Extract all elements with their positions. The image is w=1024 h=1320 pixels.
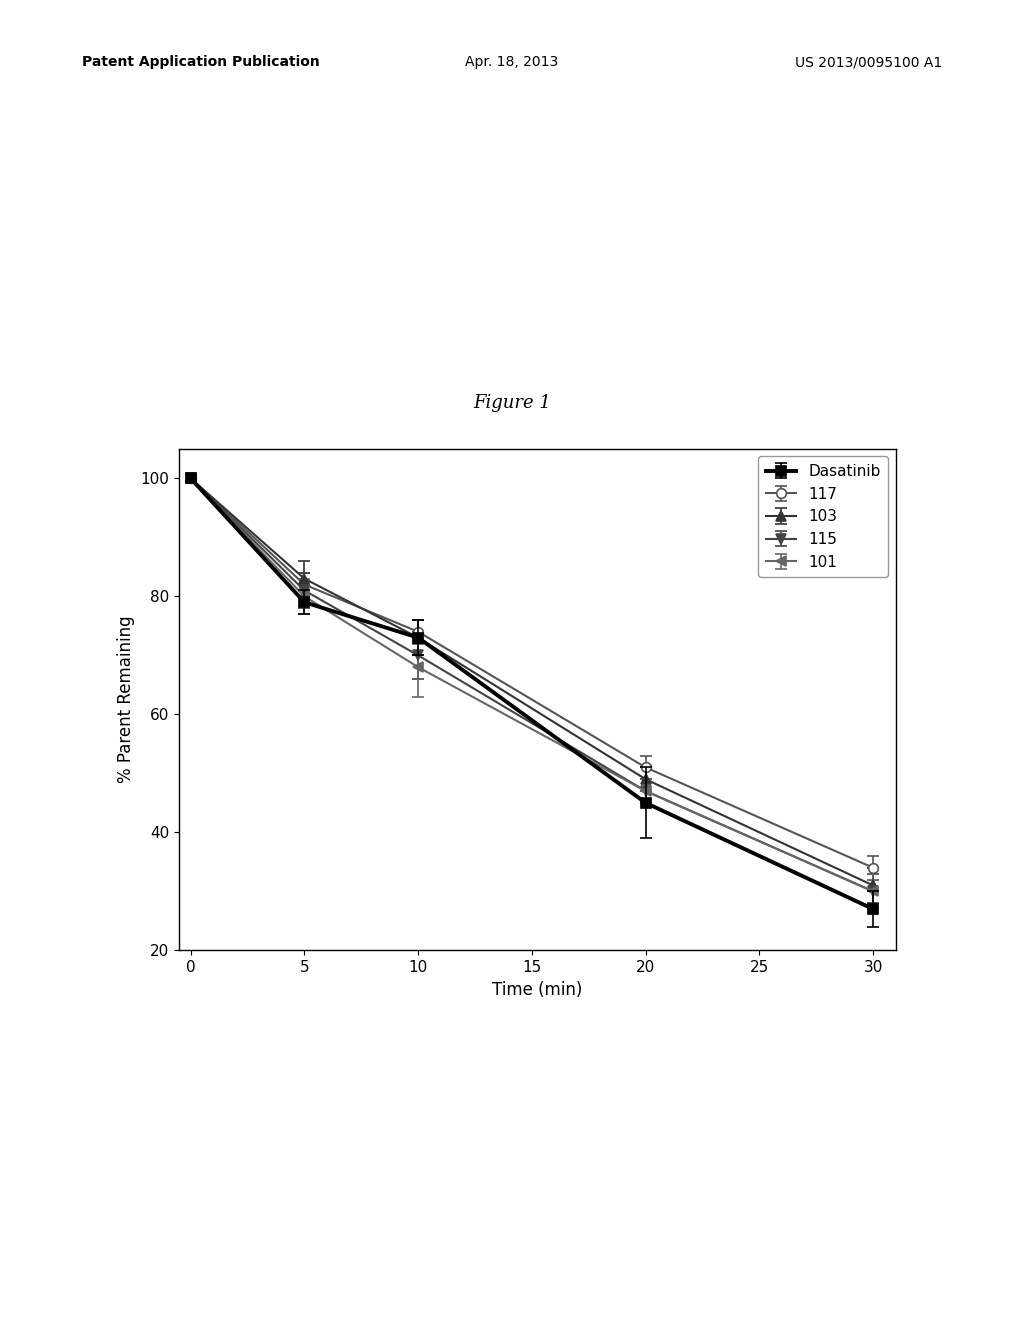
Y-axis label: % Parent Remaining: % Parent Remaining xyxy=(117,616,135,783)
X-axis label: Time (min): Time (min) xyxy=(493,981,583,999)
Text: Figure 1: Figure 1 xyxy=(473,393,551,412)
Text: US 2013/0095100 A1: US 2013/0095100 A1 xyxy=(795,55,942,70)
Text: Patent Application Publication: Patent Application Publication xyxy=(82,55,319,70)
Legend: Dasatinib, 117, 103, 115, 101: Dasatinib, 117, 103, 115, 101 xyxy=(758,457,889,577)
Text: Apr. 18, 2013: Apr. 18, 2013 xyxy=(465,55,559,70)
